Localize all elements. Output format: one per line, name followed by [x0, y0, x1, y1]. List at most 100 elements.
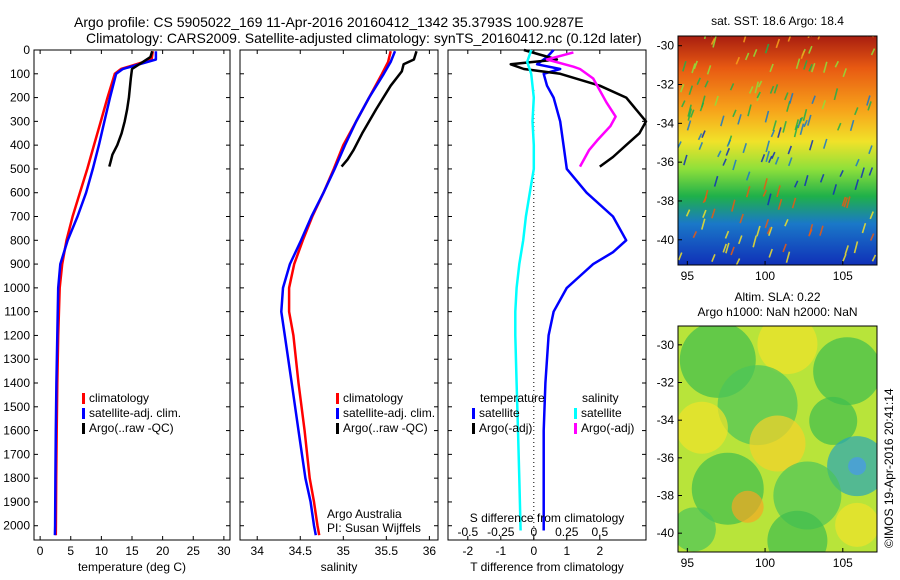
sla-anomaly-blob [835, 502, 877, 547]
sst-texture-streak [769, 85, 775, 94]
sst-texture-streak [808, 228, 813, 237]
temperature-legend-label: Argo(..raw -QC) [89, 421, 174, 435]
sst-texture-streak [787, 145, 793, 155]
sst-texture-streak [846, 196, 851, 209]
sla-anomaly-blob [678, 507, 716, 552]
diff-salinity-legend-label: satellite [581, 406, 622, 420]
sst-texture-streak [743, 36, 747, 43]
sst-texture-streak [785, 251, 791, 263]
sst-texture-streak [756, 225, 761, 237]
sst-texture-streak [833, 88, 839, 101]
sst-texture-streak [839, 170, 844, 178]
depth-tick-label: 1300 [3, 352, 30, 366]
sst-map-ytick-label: -30 [657, 39, 675, 53]
depth-tick-label: 700 [10, 210, 30, 224]
salinity-panel-frame [239, 49, 439, 541]
sst-texture-streak [793, 180, 799, 188]
sst-texture-streak [738, 235, 743, 245]
sst-texture-streak [692, 231, 698, 239]
sst-texture-streak [762, 189, 768, 197]
sst-texture-streak [696, 77, 701, 85]
sst-texture-streak [764, 219, 770, 229]
sst-texture-streak [787, 36, 792, 42]
sst-texture-streak [817, 36, 821, 40]
sst-texture-streak [714, 95, 719, 106]
temperature-legend-label: satellite-adj. clim. [89, 406, 181, 420]
sla-anomaly-blob [809, 396, 858, 445]
sst-texture-streak [679, 83, 685, 93]
sst-texture-streak [819, 225, 824, 236]
salinity-legend-label: climatology [343, 391, 403, 405]
sst-texture-streak [867, 101, 872, 111]
sst-texture-streak [772, 120, 777, 132]
temperature-series-line [108, 50, 154, 167]
salinity-diff-axis-label: S difference from climatology [470, 511, 625, 525]
salinity-diff-tick-label: 0.25 [555, 525, 579, 539]
diff-temperature-legend-label: Argo(-adj) [479, 421, 532, 435]
sla-map-xtick-label: 105 [833, 556, 853, 570]
sst-texture-streak [794, 119, 800, 131]
temperature-xtick-label: 30 [217, 544, 231, 558]
sst-texture-streak [803, 175, 809, 187]
salinity-diff-tick-label: 0.5 [591, 525, 608, 539]
temperature-xtick-label: 20 [156, 544, 170, 558]
sst-texture-streak [710, 38, 716, 45]
sst-texture-streak [773, 84, 779, 94]
temperature-diff-axis-label: T difference from climatology [470, 560, 624, 574]
depth-tick-label: 1100 [4, 305, 30, 319]
sst-texture-streak [732, 109, 737, 118]
sst-texture-streak [866, 95, 871, 106]
sst-texture-streak [871, 254, 877, 262]
temperature-xtick-label: 10 [95, 544, 109, 558]
sst-texture-streak [766, 226, 772, 235]
sst-texture-streak [730, 246, 735, 256]
salinity-legend-swatch [336, 408, 339, 419]
sst-texture-streak [731, 199, 736, 212]
diff-temperature-legend-swatch [472, 423, 475, 434]
depth-tick-label: 1200 [3, 328, 30, 342]
sst-texture-streak [735, 258, 741, 265]
diff-legend-heading-temperature: temperature [480, 391, 545, 405]
sst-texture-streak [784, 219, 789, 227]
sst-texture-streak [791, 197, 797, 209]
sst-texture-streak [764, 43, 770, 54]
depth-tick-label: 300 [10, 114, 30, 128]
depth-tick-label: 1500 [3, 400, 30, 414]
sst-texture-streak [843, 197, 848, 208]
figure-title-line1: Argo profile: CS 5905022_169 11-Apr-2016… [74, 14, 584, 30]
sst-texture-streak [807, 114, 812, 126]
temperature-panel-frame [33, 49, 231, 541]
sst-texture-streak [782, 120, 787, 133]
depth-tick-label: 200 [10, 91, 30, 105]
sst-texture-streak [682, 60, 687, 72]
depth-tick-label: 400 [10, 138, 30, 152]
salinity-diff-tick-label: 0 [530, 525, 537, 539]
sst-texture-streak [802, 108, 808, 122]
sst-texture-streak [788, 92, 794, 104]
sla-map-ytick-label: -30 [657, 338, 675, 352]
salinity-xtick-label: 34.5 [289, 544, 313, 558]
sst-texture-streak [849, 119, 855, 132]
salinity-series-line [340, 50, 418, 168]
sst-texture-streak [776, 185, 781, 198]
sst-texture-streak [763, 178, 768, 190]
sla-map-xtick-label: 95 [681, 556, 695, 570]
sst-texture-streak [760, 154, 766, 163]
depth-tick-label: 800 [10, 233, 30, 247]
sla-map-ytick-label: -36 [657, 451, 675, 465]
temperature-legend-swatch [82, 423, 85, 434]
sst-texture-streak [868, 167, 874, 176]
sst-texture-streak [853, 241, 859, 254]
sst-texture-streak [769, 63, 774, 73]
diff-salinity-legend-swatch [574, 408, 577, 419]
sla-heatmap [678, 326, 877, 552]
credit-line-1: Argo Australia [327, 507, 402, 521]
sst-texture-streak [678, 252, 683, 261]
sla-anomaly-blob [731, 490, 764, 523]
temperature-xtick-label: 0 [37, 544, 44, 558]
sst-texture-streak [724, 230, 730, 239]
sst-texture-streak [722, 158, 727, 166]
sla-map-ytick-label: -38 [657, 489, 675, 503]
difference-series-line [509, 48, 648, 168]
sst-texture-streak [744, 52, 750, 61]
